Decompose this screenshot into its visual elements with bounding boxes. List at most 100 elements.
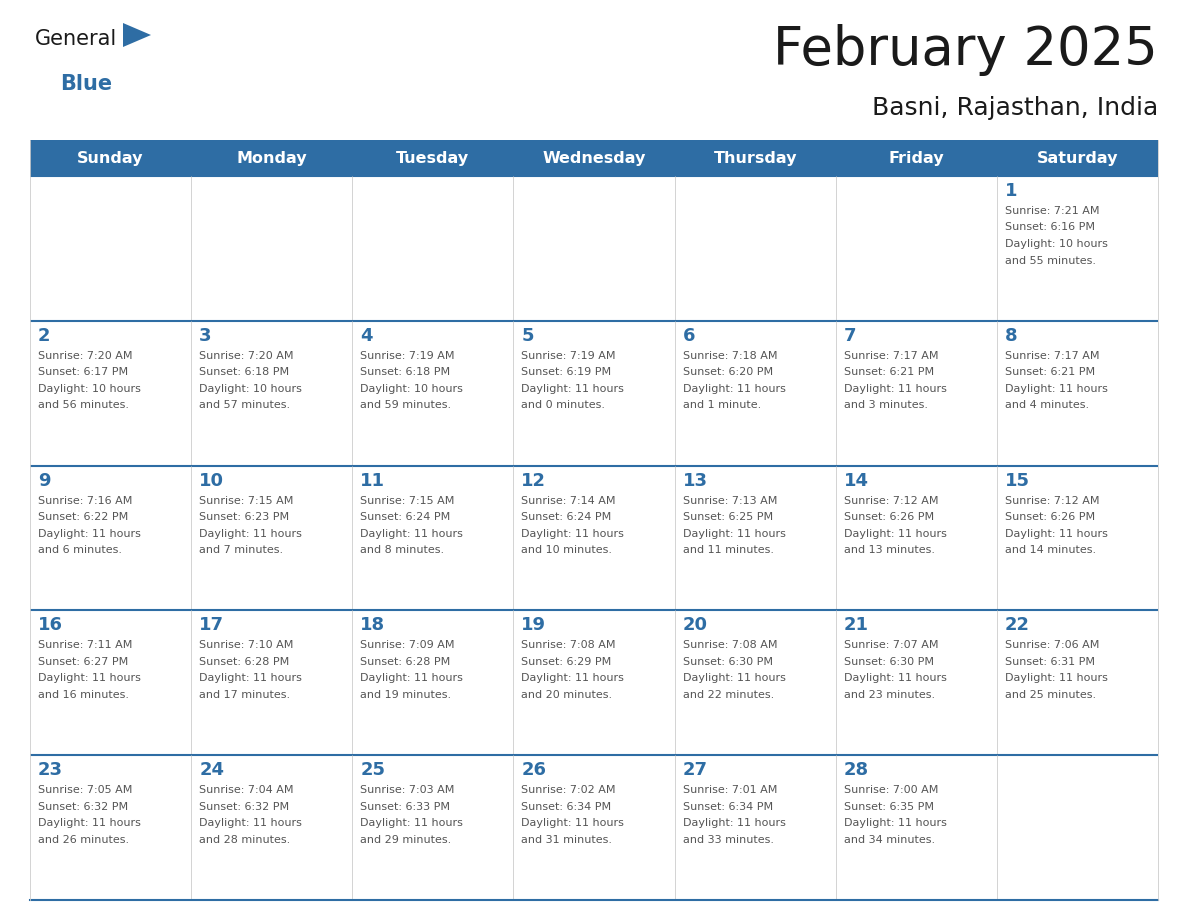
Text: Daylight: 11 hours: Daylight: 11 hours (38, 818, 141, 828)
Text: Daylight: 11 hours: Daylight: 11 hours (683, 818, 785, 828)
Text: and 29 minutes.: and 29 minutes. (360, 834, 451, 845)
Text: Sunset: 6:30 PM: Sunset: 6:30 PM (683, 657, 772, 666)
Text: and 7 minutes.: and 7 minutes. (200, 545, 283, 555)
Text: Sunset: 6:20 PM: Sunset: 6:20 PM (683, 367, 772, 377)
Bar (513, 320, 675, 465)
Text: Daylight: 10 hours: Daylight: 10 hours (200, 384, 302, 394)
Text: General: General (34, 29, 118, 49)
Text: Sunrise: 7:19 AM: Sunrise: 7:19 AM (360, 351, 455, 361)
Text: Sunset: 6:16 PM: Sunset: 6:16 PM (1005, 222, 1095, 232)
Text: Daylight: 11 hours: Daylight: 11 hours (200, 818, 302, 828)
Text: and 17 minutes.: and 17 minutes. (200, 690, 290, 700)
Text: and 0 minutes.: and 0 minutes. (522, 400, 606, 410)
Text: 1: 1 (1005, 182, 1017, 200)
Text: and 16 minutes.: and 16 minutes. (38, 690, 129, 700)
Text: 10: 10 (200, 472, 225, 489)
Text: Sunset: 6:35 PM: Sunset: 6:35 PM (843, 801, 934, 812)
Text: Sunset: 6:28 PM: Sunset: 6:28 PM (360, 657, 450, 666)
Text: Daylight: 11 hours: Daylight: 11 hours (360, 674, 463, 683)
Bar (997, 320, 1158, 465)
Text: 2: 2 (38, 327, 51, 345)
Text: and 14 minutes.: and 14 minutes. (1005, 545, 1097, 555)
Text: and 57 minutes.: and 57 minutes. (200, 400, 290, 410)
Text: Daylight: 11 hours: Daylight: 11 hours (360, 818, 463, 828)
Bar (30, 320, 191, 465)
Bar (30, 756, 191, 900)
Text: Sunrise: 7:00 AM: Sunrise: 7:00 AM (843, 785, 939, 795)
Bar (835, 465, 997, 610)
Text: Daylight: 11 hours: Daylight: 11 hours (683, 529, 785, 539)
Text: Sunrise: 7:20 AM: Sunrise: 7:20 AM (200, 351, 293, 361)
Text: Sunrise: 7:05 AM: Sunrise: 7:05 AM (38, 785, 132, 795)
Bar (513, 176, 675, 320)
Text: Sunrise: 7:13 AM: Sunrise: 7:13 AM (683, 496, 777, 506)
Text: 14: 14 (843, 472, 868, 489)
Text: Daylight: 11 hours: Daylight: 11 hours (1005, 384, 1107, 394)
Text: Daylight: 10 hours: Daylight: 10 hours (360, 384, 463, 394)
Text: 19: 19 (522, 616, 546, 634)
Text: Sunset: 6:25 PM: Sunset: 6:25 PM (683, 512, 772, 522)
Text: Sunset: 6:19 PM: Sunset: 6:19 PM (522, 367, 612, 377)
Text: Blue: Blue (61, 74, 112, 94)
Text: Daylight: 11 hours: Daylight: 11 hours (1005, 529, 1107, 539)
Text: 8: 8 (1005, 327, 1017, 345)
Text: Sunset: 6:34 PM: Sunset: 6:34 PM (683, 801, 772, 812)
Text: Daylight: 11 hours: Daylight: 11 hours (38, 674, 141, 683)
Text: Wednesday: Wednesday (542, 151, 646, 165)
Text: Thursday: Thursday (713, 151, 797, 165)
Text: Sunrise: 7:11 AM: Sunrise: 7:11 AM (38, 641, 132, 650)
Bar (675, 176, 835, 320)
Text: Sunset: 6:32 PM: Sunset: 6:32 PM (200, 801, 289, 812)
Text: 3: 3 (200, 327, 211, 345)
Text: and 33 minutes.: and 33 minutes. (683, 834, 773, 845)
Text: and 34 minutes.: and 34 minutes. (843, 834, 935, 845)
Text: Sunrise: 7:16 AM: Sunrise: 7:16 AM (38, 496, 132, 506)
Text: 22: 22 (1005, 616, 1030, 634)
Text: Daylight: 11 hours: Daylight: 11 hours (522, 529, 625, 539)
Text: Daylight: 11 hours: Daylight: 11 hours (360, 529, 463, 539)
Text: and 3 minutes.: and 3 minutes. (843, 400, 928, 410)
Text: Sunset: 6:31 PM: Sunset: 6:31 PM (1005, 657, 1095, 666)
Bar (835, 320, 997, 465)
Text: Sunset: 6:33 PM: Sunset: 6:33 PM (360, 801, 450, 812)
Text: and 1 minute.: and 1 minute. (683, 400, 760, 410)
Text: Sunrise: 7:08 AM: Sunrise: 7:08 AM (522, 641, 615, 650)
Text: Sunrise: 7:07 AM: Sunrise: 7:07 AM (843, 641, 939, 650)
Text: Daylight: 11 hours: Daylight: 11 hours (522, 818, 625, 828)
Bar (30, 140, 1158, 176)
Bar (353, 176, 513, 320)
Text: Sunset: 6:32 PM: Sunset: 6:32 PM (38, 801, 128, 812)
Text: 11: 11 (360, 472, 385, 489)
Bar (30, 176, 191, 320)
Bar (513, 756, 675, 900)
Text: Sunset: 6:17 PM: Sunset: 6:17 PM (38, 367, 128, 377)
Text: Sunset: 6:26 PM: Sunset: 6:26 PM (1005, 512, 1095, 522)
Text: Sunrise: 7:15 AM: Sunrise: 7:15 AM (200, 496, 293, 506)
Bar (675, 320, 835, 465)
Text: and 31 minutes.: and 31 minutes. (522, 834, 613, 845)
Text: 28: 28 (843, 761, 868, 779)
Text: Daylight: 11 hours: Daylight: 11 hours (843, 818, 947, 828)
Text: Sunset: 6:34 PM: Sunset: 6:34 PM (522, 801, 612, 812)
Text: 23: 23 (38, 761, 63, 779)
Text: and 4 minutes.: and 4 minutes. (1005, 400, 1089, 410)
Text: Daylight: 11 hours: Daylight: 11 hours (200, 529, 302, 539)
Bar (191, 176, 353, 320)
Text: Daylight: 11 hours: Daylight: 11 hours (1005, 674, 1107, 683)
Bar (191, 465, 353, 610)
Text: Sunrise: 7:12 AM: Sunrise: 7:12 AM (1005, 496, 1099, 506)
Text: Sunrise: 7:02 AM: Sunrise: 7:02 AM (522, 785, 615, 795)
Text: 9: 9 (38, 472, 51, 489)
Text: Sunset: 6:27 PM: Sunset: 6:27 PM (38, 657, 128, 666)
Text: Sunset: 6:29 PM: Sunset: 6:29 PM (522, 657, 612, 666)
Text: 20: 20 (683, 616, 708, 634)
Text: 15: 15 (1005, 472, 1030, 489)
Text: Monday: Monday (236, 151, 307, 165)
Text: Sunrise: 7:04 AM: Sunrise: 7:04 AM (200, 785, 293, 795)
Text: and 26 minutes.: and 26 minutes. (38, 834, 129, 845)
Bar (191, 320, 353, 465)
Text: 6: 6 (683, 327, 695, 345)
Bar (191, 610, 353, 756)
Text: and 59 minutes.: and 59 minutes. (360, 400, 451, 410)
Bar (675, 756, 835, 900)
